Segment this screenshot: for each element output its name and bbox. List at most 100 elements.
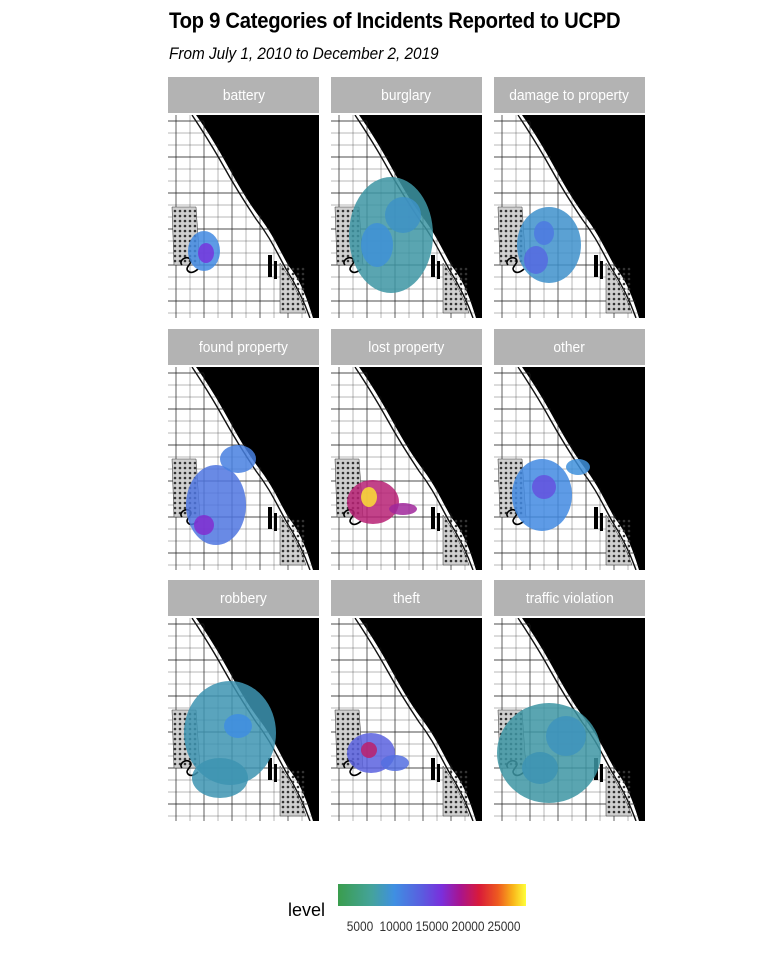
map-park-dot (627, 775, 631, 779)
map-park-dot (173, 742, 177, 746)
map-park-dot (454, 307, 458, 311)
map-park-dot (178, 224, 182, 228)
map-park-dot (291, 534, 295, 538)
map-park-dot (301, 805, 305, 809)
map-park-dot (336, 214, 340, 218)
map-park-dot (612, 272, 616, 276)
map-park-dot (336, 239, 340, 243)
map-park-dot (454, 800, 458, 804)
map-park-dot (301, 529, 305, 533)
map-park-dot (514, 461, 518, 465)
map-park-dot (504, 234, 508, 238)
map-park-dot (627, 554, 631, 558)
map-park-dot (459, 302, 463, 306)
map-park-dot (178, 712, 182, 716)
map-park-dot (612, 302, 616, 306)
map-park-dot (281, 287, 285, 291)
map-park-dot (459, 800, 463, 804)
legend-tick-label: 15000 (415, 918, 449, 934)
map-park-dot (607, 544, 611, 548)
map-park-dot (346, 732, 350, 736)
map-park-dot (464, 539, 468, 543)
map-park-dot (504, 239, 508, 243)
map-park-dot (459, 534, 463, 538)
map-park-dot (281, 795, 285, 799)
map-park-dot (301, 524, 305, 528)
map-park-dot (509, 234, 513, 238)
map-park-dot (627, 292, 631, 296)
map-park-dot (499, 491, 503, 495)
facet-label: lost property (368, 338, 445, 356)
map-park-dot (464, 795, 468, 799)
map-lagoon (437, 513, 440, 531)
map-park-dot (173, 737, 177, 741)
map-park-dot (286, 790, 290, 794)
map-park-dot (459, 529, 463, 533)
map-park-dot (296, 790, 300, 794)
map-park-dot (449, 524, 453, 528)
map-park-dot (454, 534, 458, 538)
map-park-dot (356, 476, 360, 480)
map-park-dot (612, 780, 616, 784)
map-park-dot (444, 277, 448, 281)
map-lagoon (594, 255, 598, 277)
map-park-dot (612, 785, 616, 789)
map-park-dot (296, 810, 300, 814)
map-park-dot (464, 307, 468, 311)
map-park-dot (617, 805, 621, 809)
map-park-dot (464, 549, 468, 553)
map-park-dot (607, 554, 611, 558)
map-route-symbol (343, 759, 362, 777)
map-park-dot (449, 529, 453, 533)
map-park-dot (183, 254, 187, 258)
map-lake (526, 367, 645, 570)
map-park-dot (286, 287, 290, 291)
map-park-dot (504, 717, 508, 721)
map-park-dot (459, 780, 463, 784)
facet-map (331, 115, 482, 318)
map-park-dot (286, 292, 290, 296)
map-park-dot (341, 712, 345, 716)
map-park-dot (183, 476, 187, 480)
map-park-dot (301, 775, 305, 779)
map-park-dot (627, 795, 631, 799)
density-region (194, 515, 214, 535)
map-park-dot (336, 501, 340, 505)
map-park-dot (464, 519, 468, 523)
map-park-dot (183, 506, 187, 510)
map-park-dot (336, 712, 340, 716)
facet-strip: theft (331, 580, 482, 616)
map-park-dot (301, 277, 305, 281)
map-park-dot (281, 272, 285, 276)
map-park-dot (622, 775, 626, 779)
map-park-dot (504, 481, 508, 485)
map-park-dot (514, 209, 518, 213)
map-park-dot (504, 486, 508, 490)
map-park-dot (607, 287, 611, 291)
map-park-dot (291, 529, 295, 533)
density-region (192, 758, 248, 798)
map-park-dot (341, 224, 345, 228)
map-park-dot (444, 785, 448, 789)
map-park-dot (286, 805, 290, 809)
map-park-dot (346, 461, 350, 465)
map-park-dot (622, 790, 626, 794)
map-park-dot (341, 732, 345, 736)
map-park-dot (509, 214, 513, 218)
map-park-dot (188, 229, 192, 233)
map-park-dot (296, 267, 300, 271)
map-park-dot (607, 795, 611, 799)
map-park-dot (296, 529, 300, 533)
map-park-dot (514, 466, 518, 470)
map-park-dot (341, 742, 345, 746)
map-park-dot (291, 544, 295, 548)
map-park-dot (454, 519, 458, 523)
map-park-dot (622, 519, 626, 523)
density-region (524, 246, 548, 274)
map-park-dot (281, 554, 285, 558)
map-park-dot (286, 549, 290, 553)
map-park-dot (444, 534, 448, 538)
map-park-dot (173, 762, 177, 766)
map-park-dot (301, 549, 305, 553)
map-park-dot (193, 209, 197, 213)
